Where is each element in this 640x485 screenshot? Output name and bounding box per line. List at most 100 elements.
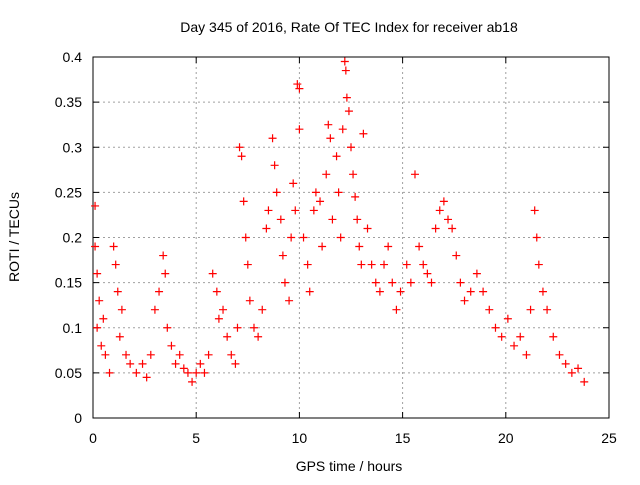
data-point [262,224,271,233]
data-point [295,84,304,93]
data-point [95,296,104,305]
data-point [270,161,279,170]
plot-frame [92,56,610,419]
data-point [126,359,135,368]
chart-title: Day 345 of 2016, Rate Of TEC Index for r… [180,19,518,35]
data-point [538,287,547,296]
data-point [388,278,397,287]
data-point [272,188,281,197]
data-point [192,368,201,377]
data-point [415,242,424,251]
x-tick-label: 0 [89,430,97,446]
y-tick-label: 0.05 [55,365,82,381]
y-tick-label: 0.3 [63,139,83,155]
data-point [561,359,570,368]
data-point [122,350,131,359]
data-point [444,215,453,224]
data-point [183,368,192,377]
data-point [456,278,465,287]
data-point [526,305,535,314]
data-point [328,215,337,224]
data-point [431,224,440,233]
data-point [188,377,197,386]
data-point [567,368,576,377]
data-point [200,368,209,377]
data-point [530,206,539,215]
data-point [534,260,543,269]
x-tick-label: 15 [395,430,411,446]
data-point [439,197,448,206]
data-point [322,170,331,179]
y-axis-label: ROTI / TECUs [6,192,22,282]
data-point [338,125,347,134]
data-point [491,323,500,332]
data-point [101,350,110,359]
axis-frame [92,56,610,419]
data-point [316,197,325,206]
data-point [245,296,254,305]
data-point [99,314,108,323]
data-point [371,278,380,287]
data-point [159,251,168,260]
data-point [243,260,252,269]
y-tick-label: 0.1 [63,320,83,336]
data-point [93,269,102,278]
data-point [303,260,312,269]
x-axis-label: GPS time / hours [296,458,403,474]
data-point [91,242,100,251]
data-point [423,269,432,278]
data-point [249,323,258,332]
data-point [258,305,267,314]
data-point [91,201,100,210]
data-point [171,359,180,368]
data-point [367,260,376,269]
data-point [448,224,457,233]
data-point [359,129,368,138]
data-point [334,188,343,197]
data-point [163,323,172,332]
data-point [293,80,302,89]
x-tick-label: 20 [498,430,514,446]
data-point [353,215,362,224]
x-tick-label: 25 [601,430,617,446]
data-point [435,206,444,215]
data-point [93,323,102,332]
data-point [375,287,384,296]
data-point [113,287,122,296]
data-point [97,341,106,350]
data-point [332,152,341,161]
data-point [208,269,217,278]
data-point [349,170,358,179]
data-point [427,278,436,287]
data-point [305,287,314,296]
data-point [291,206,300,215]
data-point [311,188,320,197]
data-point [452,251,461,260]
data-point [357,260,366,269]
data-point [532,233,541,242]
data-point [363,224,372,233]
data-point [580,377,589,386]
data-point [109,242,118,251]
y-tick-label: 0.2 [63,230,83,246]
data-point [142,373,151,382]
y-tick-label: 0.4 [63,49,83,65]
data-point [227,350,236,359]
data-point [212,287,221,296]
data-point [384,242,393,251]
data-point [235,143,244,152]
data-point [392,305,401,314]
data-point [402,260,411,269]
data-point [543,305,552,314]
data-point [223,332,232,341]
data-point [219,305,228,314]
data-point [574,364,583,373]
data-point [460,296,469,305]
data-point [299,233,308,242]
data-point [287,233,296,242]
data-point [516,332,525,341]
data-point [155,287,164,296]
data-point [485,305,494,314]
